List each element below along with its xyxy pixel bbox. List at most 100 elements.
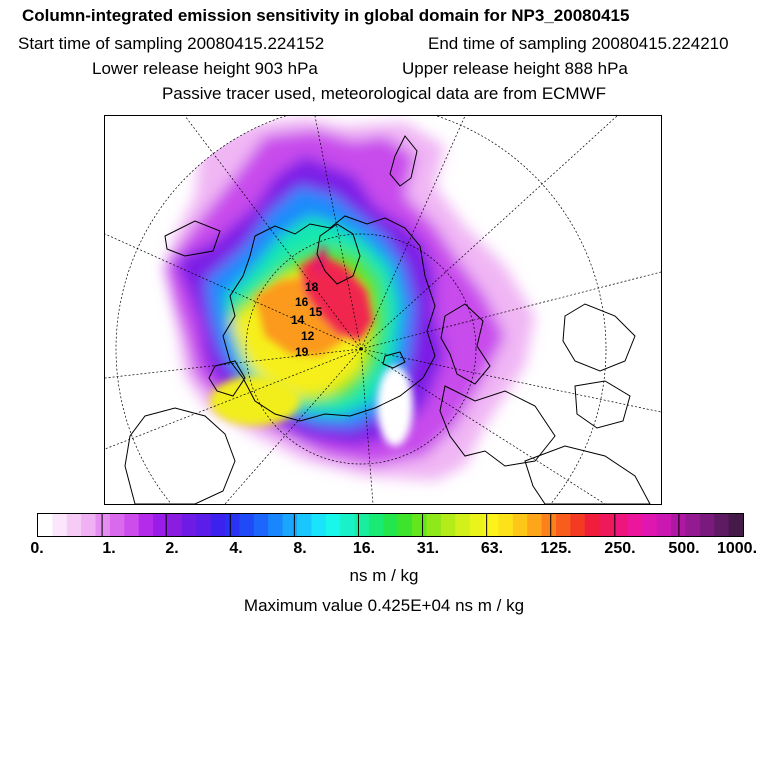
trajectory-label: 15: [309, 305, 323, 319]
meridian: [105, 348, 362, 450]
meridian: [184, 116, 362, 350]
colorbar-swatch: [412, 514, 428, 536]
colorbar-tick: 31.: [416, 540, 440, 557]
coastline-alaska: [164, 220, 221, 257]
coastline-asia-east: [389, 135, 418, 187]
colorbar-swatches: [38, 514, 743, 536]
meridian: [314, 116, 362, 350]
colorbar-swatch: [426, 514, 442, 536]
colorbar-swatch: [239, 514, 255, 536]
trajectory-label: 16: [295, 295, 309, 309]
colorbar-swatch: [354, 514, 370, 536]
colorbar-swatch: [440, 514, 456, 536]
end-time: End time of sampling 20080415.224210: [428, 34, 729, 53]
coastline-scandinavia: [440, 303, 491, 385]
colorbar-swatch: [66, 514, 82, 536]
coastline-north-america: [124, 407, 236, 504]
colorbar-swatch: [210, 514, 226, 536]
colorbar-tick: 1000.: [716, 540, 758, 557]
colorbar-swatch: [167, 514, 183, 536]
plot-title: Column-integrated emission sensitivity i…: [22, 6, 630, 25]
colorbar-swatch: [109, 514, 125, 536]
coastline-africa: [524, 445, 651, 504]
start-time: Start time of sampling 20080415.224152: [18, 34, 325, 53]
colorbar-swatch: [153, 514, 169, 536]
lower-release-height: Lower release height 903 hPa: [92, 59, 318, 78]
meridian: [105, 348, 362, 379]
sensitivity-map: 18 16 15 14 12 19: [104, 115, 662, 505]
coastline-iceland: [382, 351, 406, 369]
trajectory-labels: 18 16 15 14 12 19: [291, 280, 323, 359]
colorbar-tick: 125.: [540, 540, 572, 557]
colorbar-tick: 16.: [352, 540, 376, 557]
colorbar-swatch: [340, 514, 356, 536]
colorbar-tick: 250.: [604, 540, 636, 557]
colorbar-swatch: [642, 514, 658, 536]
colorbar-swatch: [627, 514, 643, 536]
colorbar-tick: 8.: [293, 540, 307, 557]
coastline-middle-east: [562, 303, 636, 372]
colorbar-swatch: [699, 514, 715, 536]
meridian: [360, 116, 466, 350]
colorbar-swatch: [138, 514, 154, 536]
colorbar-swatch: [656, 514, 672, 536]
colorbar-swatch: [225, 514, 241, 536]
colorbar-swatch: [455, 514, 471, 536]
colorbar-swatch: [512, 514, 528, 536]
colorbar-swatch: [268, 514, 284, 536]
colorbar-swatch: [685, 514, 701, 536]
colorbar-tick: 1.: [102, 540, 116, 557]
coastline-arabia: [574, 380, 631, 429]
colorbar-swatch: [196, 514, 212, 536]
colorbar-tick: 2.: [165, 540, 179, 557]
colorbar-swatch: [527, 514, 543, 536]
coastline-arctic: [222, 215, 436, 422]
coastlines: [124, 135, 651, 504]
colorbar-swatch: [383, 514, 399, 536]
coastline-hudson: [208, 360, 246, 397]
units-label: ns m / kg: [349, 566, 419, 585]
latitude-circle-30: [115, 116, 607, 504]
trajectory-label: 12: [301, 329, 315, 343]
colorbar-swatch: [714, 514, 730, 536]
trajectory-label: 19: [295, 345, 309, 359]
colorbar-swatch: [368, 514, 384, 536]
latitude-circle-60: [245, 233, 477, 465]
colorbar-swatch: [181, 514, 197, 536]
colorbar: [37, 513, 744, 537]
colorbar-swatch: [728, 514, 743, 536]
colorbar-swatch: [498, 514, 514, 536]
colorbar-swatch: [484, 514, 500, 536]
colorbar-swatch: [570, 514, 586, 536]
colorbar-swatch: [282, 514, 298, 536]
upper-release-height: Upper release height 888 hPa: [402, 59, 628, 78]
release-heights: Lower release height 903 hPa Upper relea…: [92, 59, 768, 79]
colorbar-tick-labels: 0. 1. 2. 4. 8. 16. 31. 63. 125. 250. 500…: [0, 540, 768, 560]
colorbar-tick: 0.: [30, 540, 44, 557]
field-red: [300, 254, 373, 341]
colorbar-swatch: [541, 514, 557, 536]
field-hole: [377, 366, 413, 446]
tracer-note: Passive tracer used, meteorological data…: [161, 84, 607, 103]
colorbar-tick: 4.: [229, 540, 243, 557]
sampling-times: Start time of sampling 20080415.224152 E…: [18, 34, 768, 54]
colorbar-swatch: [397, 514, 413, 536]
colorbar-swatch: [38, 514, 53, 536]
colorbar-swatch: [325, 514, 341, 536]
meridian: [360, 116, 618, 350]
coastline-europe: [439, 385, 556, 467]
colorbar-swatch: [124, 514, 140, 536]
colorbar-swatch: [311, 514, 327, 536]
colorbar-swatch: [584, 514, 600, 536]
colorbar-swatch: [555, 514, 571, 536]
maximum-value: Maximum value 0.425E+04 ns m / kg: [243, 596, 525, 615]
trajectory-label: 18: [305, 280, 319, 294]
colorbar-tick: 500.: [668, 540, 700, 557]
meridian: [360, 348, 606, 504]
colorbar-swatch: [599, 514, 615, 536]
colorbar-swatch: [296, 514, 312, 536]
trajectory-label: 14: [291, 313, 305, 327]
colorbar-swatch: [81, 514, 97, 536]
colorbar-swatch: [469, 514, 485, 536]
sensitivity-field: [165, 118, 535, 481]
